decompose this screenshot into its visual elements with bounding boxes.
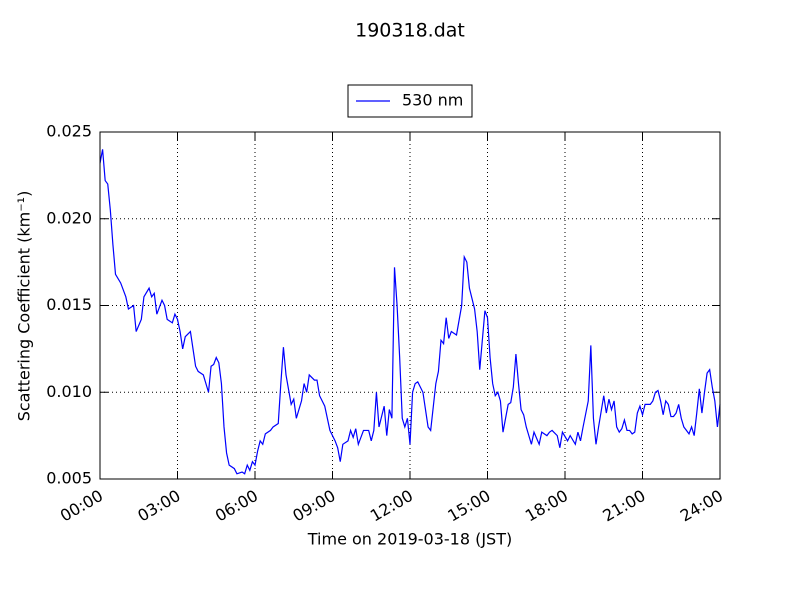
y-tick-label: 0.015	[46, 295, 92, 314]
plot-frame	[99, 131, 721, 480]
y-tick-label: 0.020	[46, 208, 92, 227]
chart-title: 190318.dat	[355, 20, 465, 42]
y-tick-label: 0.025	[46, 122, 92, 141]
y-tick-label: 0.005	[46, 469, 92, 488]
y-axis-label: Scattering Coefficient (km⁻¹)	[15, 191, 34, 422]
data-line	[99, 149, 721, 475]
y-tick-label: 0.010	[46, 382, 92, 401]
x-axis-label: Time on 2019-03-18 (JST)	[307, 530, 512, 549]
legend-label: 530 nm	[402, 91, 463, 110]
